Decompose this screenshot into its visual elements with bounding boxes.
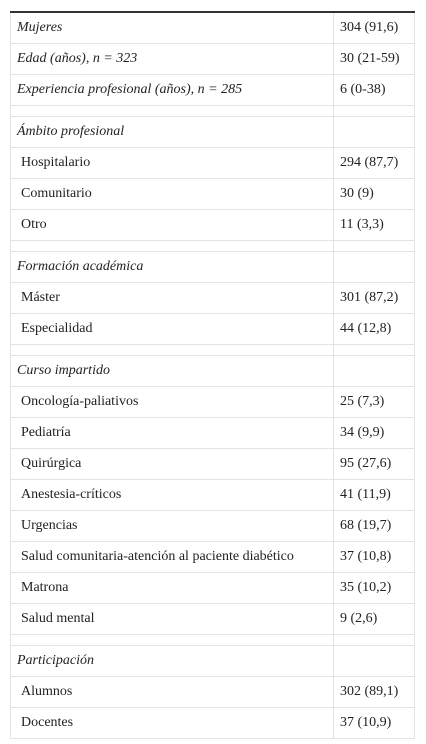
- row-label: Docentes: [10, 707, 334, 739]
- section-heading: Formación académica: [10, 251, 334, 283]
- row-value: 25 (7,3): [333, 386, 415, 418]
- row-label: Oncología-paliativos: [10, 386, 334, 418]
- row-label: Matrona: [10, 572, 334, 604]
- section-heading: Curso impartido: [10, 355, 334, 387]
- data-row: Máster 301 (87,2): [10, 282, 415, 314]
- spacer-row: [10, 344, 415, 356]
- row-label: Urgencias: [10, 510, 334, 542]
- section-heading: Ámbito profesional: [10, 116, 334, 148]
- row-label: Pediatría: [10, 417, 334, 449]
- row-value: 44 (12,8): [333, 313, 415, 345]
- row-label: Quirúrgica: [10, 448, 334, 480]
- empty-cell: [333, 116, 415, 148]
- row-value: 34 (9,9): [333, 417, 415, 449]
- section-heading: Participación: [10, 645, 334, 677]
- row-value: 30 (9): [333, 178, 415, 210]
- data-row: Especialidad 44 (12,8): [10, 313, 415, 345]
- data-row: Salud comunitaria-atención al paciente d…: [10, 541, 415, 573]
- section-row: Participación: [10, 645, 415, 677]
- data-table: Mujeres 304 (91,6) Edad (años), n = 323 30 …: [10, 11, 415, 739]
- row-label: Mujeres: [10, 11, 334, 44]
- row-label: Otro: [10, 209, 334, 241]
- spacer-row: [10, 240, 415, 252]
- data-row: Quirúrgica 95 (27,6): [10, 448, 415, 480]
- spacer-cell: [333, 634, 415, 646]
- row-label: Anestesia-críticos: [10, 479, 334, 511]
- data-row: Experiencia profesional (años), n = 285 6…: [10, 74, 415, 106]
- row-value: 304 (91,6): [333, 11, 415, 44]
- data-row: Pediatría 34 (9,9): [10, 417, 415, 449]
- section-row: Ámbito profesional: [10, 116, 415, 148]
- section-row: Formación académica: [10, 251, 415, 283]
- data-row: Edad (años), n = 323 30 (21-59): [10, 43, 415, 75]
- spacer-cell: [10, 344, 334, 356]
- data-row: Anestesia-críticos 41 (11,9): [10, 479, 415, 511]
- row-label: Edad (años), n = 323: [10, 43, 334, 75]
- spacer-row: [10, 105, 415, 117]
- spacer-cell: [333, 344, 415, 356]
- empty-cell: [333, 645, 415, 677]
- row-value: 95 (27,6): [333, 448, 415, 480]
- spacer-cell: [333, 105, 415, 117]
- row-label: Alumnos: [10, 676, 334, 708]
- data-row: Comunitario 30 (9): [10, 178, 415, 210]
- row-value: 68 (19,7): [333, 510, 415, 542]
- data-row: Alumnos 302 (89,1): [10, 676, 415, 708]
- row-value: 302 (89,1): [333, 676, 415, 708]
- row-label: Especialidad: [10, 313, 334, 345]
- row-value: 11 (3,3): [333, 209, 415, 241]
- row-value: 37 (10,8): [333, 541, 415, 573]
- data-row: Oncología-paliativos 25 (7,3): [10, 386, 415, 418]
- section-row: Curso impartido: [10, 355, 415, 387]
- row-label: Salud mental: [10, 603, 334, 635]
- data-row: Salud mental 9 (2,6): [10, 603, 415, 635]
- row-label: Hospitalario: [10, 147, 334, 179]
- row-value: 35 (10,2): [333, 572, 415, 604]
- row-value: 301 (87,2): [333, 282, 415, 314]
- row-label: Máster: [10, 282, 334, 314]
- row-label: Comunitario: [10, 178, 334, 210]
- empty-cell: [333, 251, 415, 283]
- data-row: Otro 11 (3,3): [10, 209, 415, 241]
- row-value: 37 (10,9): [333, 707, 415, 739]
- row-value: 41 (11,9): [333, 479, 415, 511]
- data-row: Hospitalario 294 (87,7): [10, 147, 415, 179]
- row-value: 294 (87,7): [333, 147, 415, 179]
- row-label: Salud comunitaria-atención al paciente d…: [10, 541, 334, 573]
- row-value: 9 (2,6): [333, 603, 415, 635]
- spacer-cell: [10, 634, 334, 646]
- spacer-cell: [10, 240, 334, 252]
- spacer-row: [10, 634, 415, 646]
- data-row: Docentes 37 (10,9): [10, 707, 415, 739]
- row-value: 6 (0-38): [333, 74, 415, 106]
- spacer-cell: [333, 240, 415, 252]
- row-label: Experiencia profesional (años), n = 285: [10, 74, 334, 106]
- data-row: Urgencias 68 (19,7): [10, 510, 415, 542]
- data-row: Matrona 35 (10,2): [10, 572, 415, 604]
- spacer-cell: [10, 105, 334, 117]
- table-body: Mujeres 304 (91,6) Edad (años), n = 323 30 …: [10, 11, 415, 739]
- data-row: Mujeres 304 (91,6): [10, 11, 415, 44]
- row-value: 30 (21-59): [333, 43, 415, 75]
- empty-cell: [333, 355, 415, 387]
